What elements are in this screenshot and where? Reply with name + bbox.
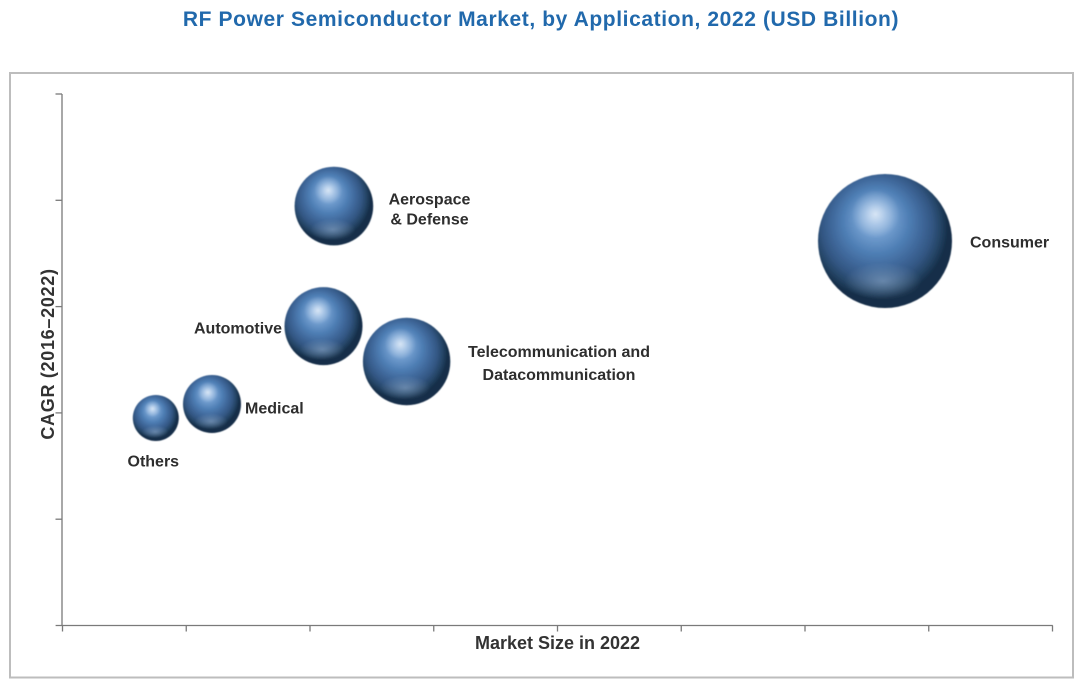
svg-text:Medical: Medical	[245, 401, 304, 418]
svg-text:Automotive: Automotive	[194, 321, 282, 338]
svg-text:Datacommunication: Datacommunication	[483, 367, 636, 384]
svg-text:CAGR (2016–2022): CAGR (2016–2022)	[38, 268, 58, 439]
svg-text:Consumer: Consumer	[970, 235, 1049, 252]
svg-text:& Defense: & Defense	[390, 212, 468, 229]
svg-text:Market Size in 2022: Market Size in 2022	[475, 633, 640, 653]
svg-text:Others: Others	[128, 454, 180, 471]
svg-text:Aerospace: Aerospace	[389, 192, 471, 209]
svg-text:RF Power Semiconductor Market,: RF Power Semiconductor Market, by Applic…	[183, 8, 899, 31]
svg-text:Telecommunication and: Telecommunication and	[468, 344, 650, 361]
